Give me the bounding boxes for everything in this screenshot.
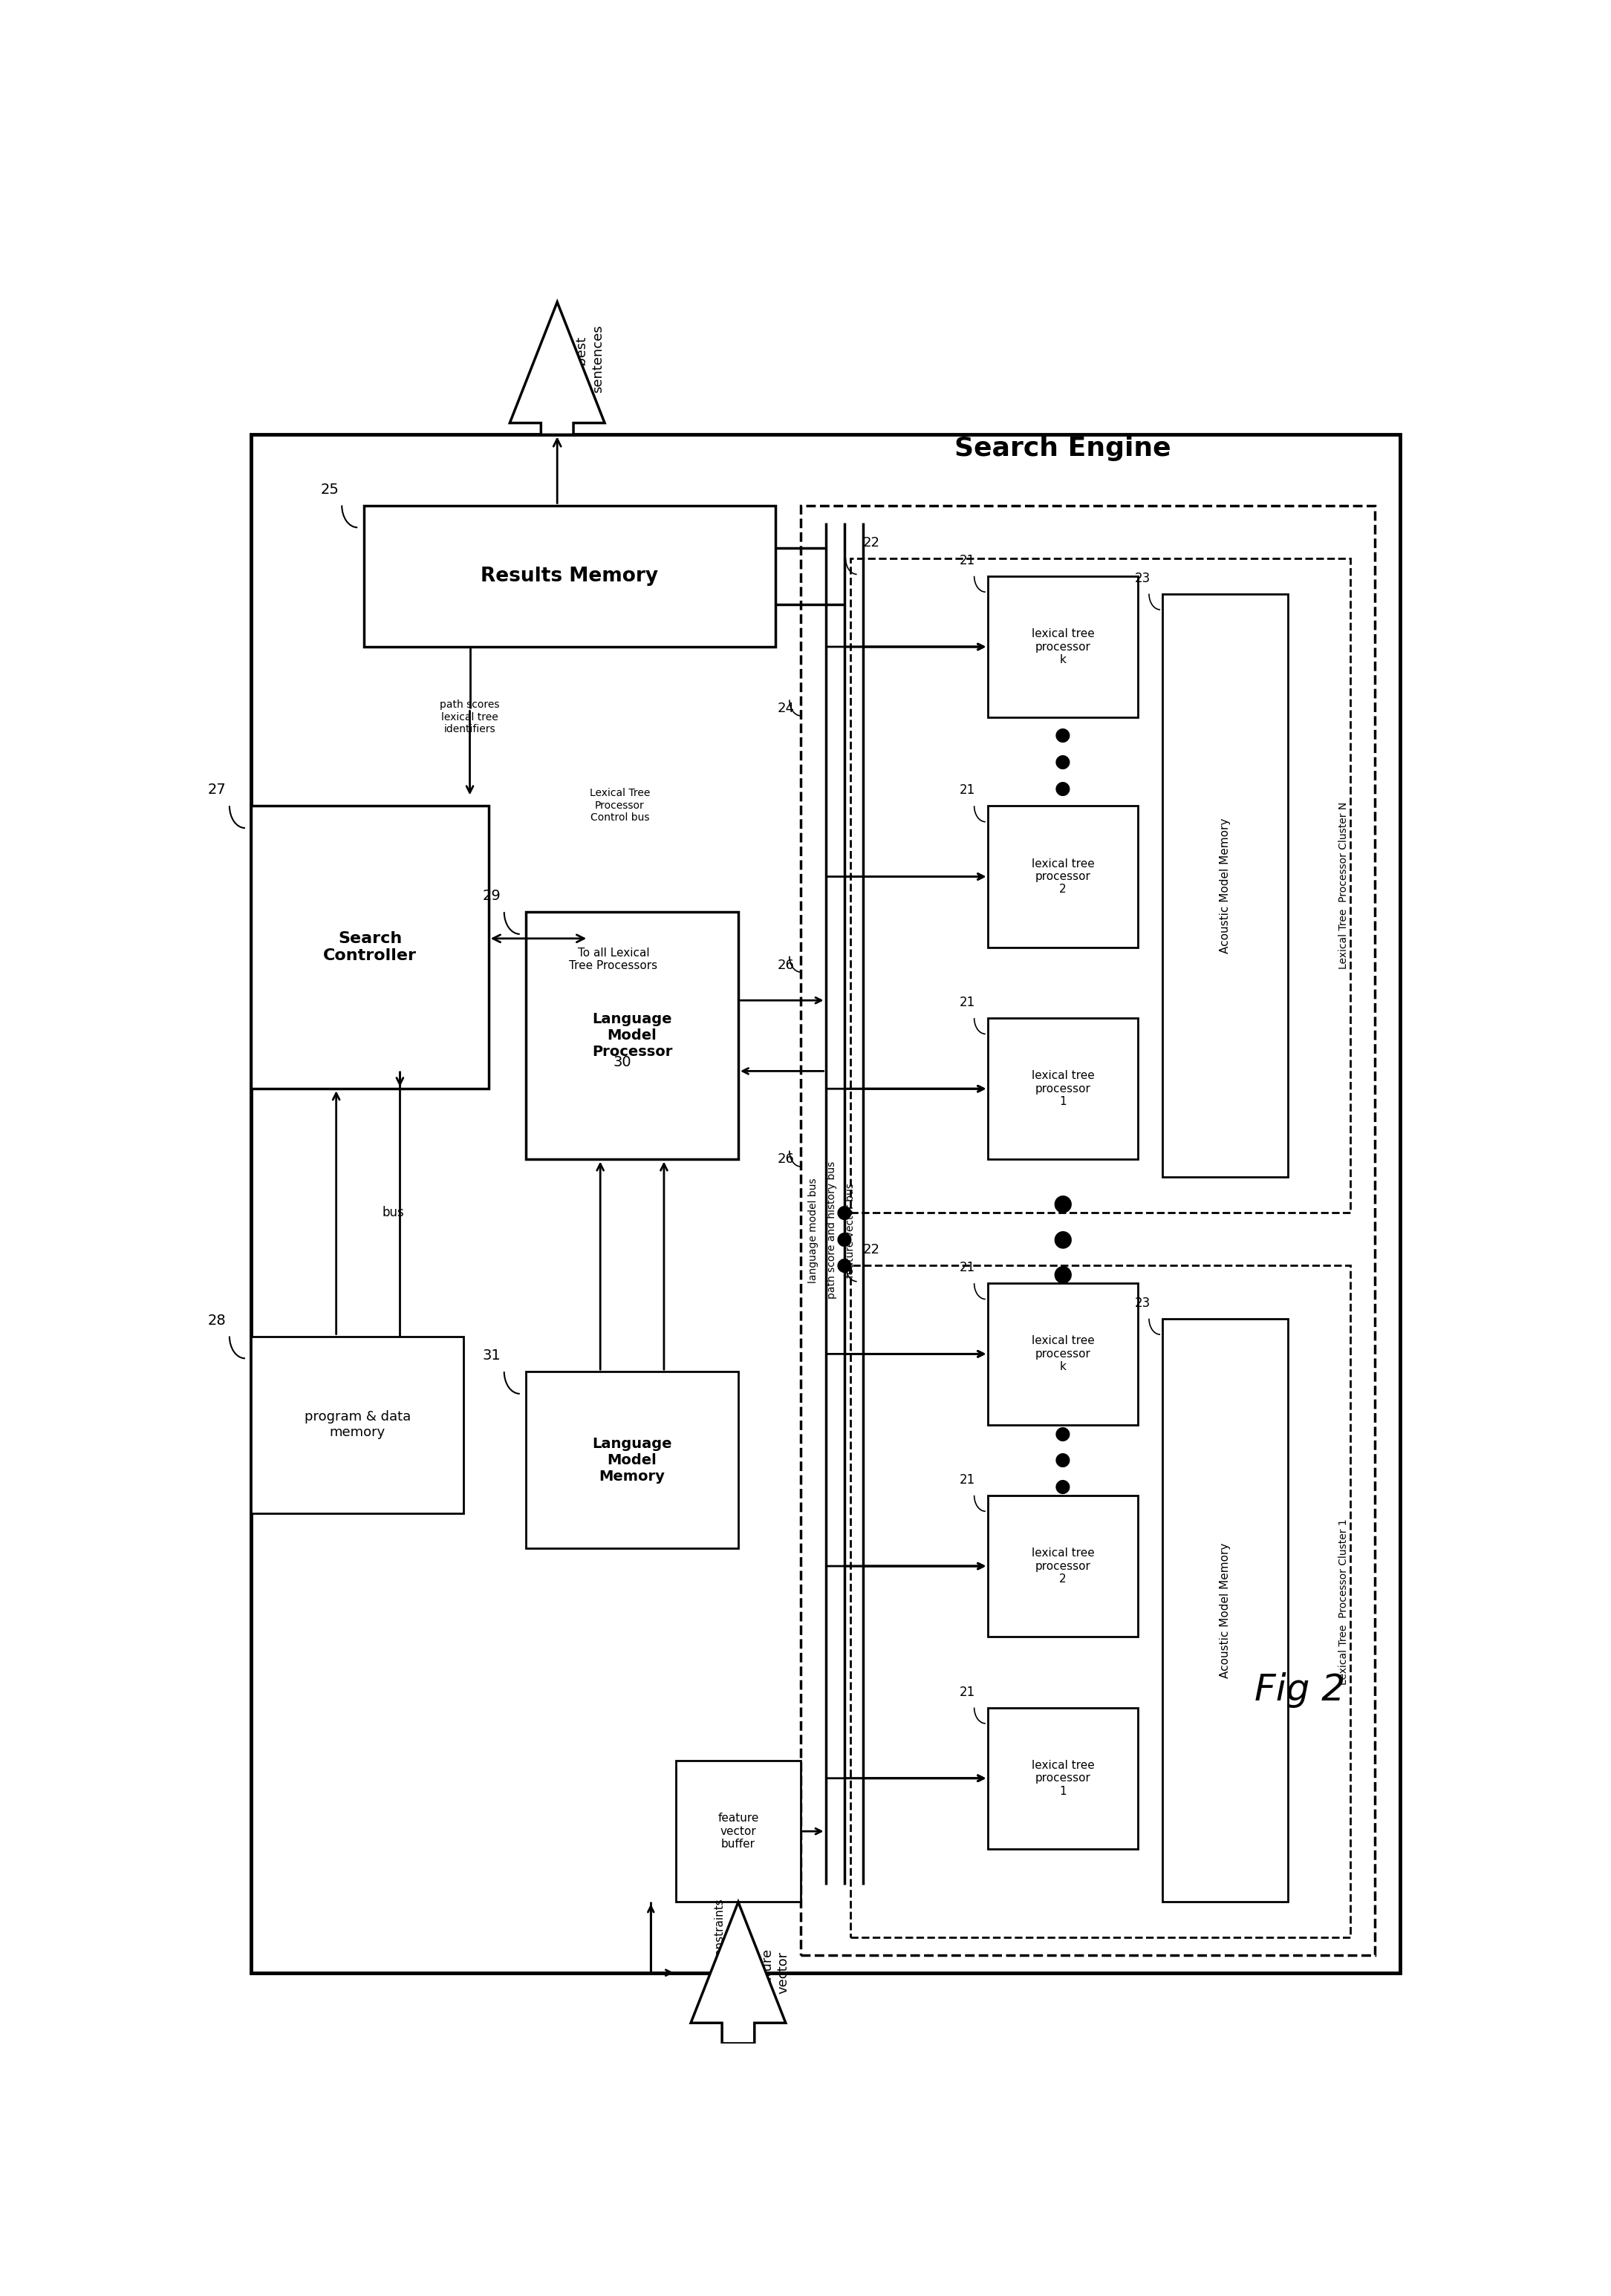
Text: To all Lexical
Tree Processors: To all Lexical Tree Processors [569,948,657,971]
Polygon shape [509,303,604,434]
Polygon shape [691,1901,786,2043]
Text: 21: 21 [960,1261,976,1274]
Text: ●: ● [1055,1424,1071,1442]
Text: lexical tree
processor
k: lexical tree processor k [1031,629,1094,666]
Bar [251,806,488,1088]
Text: ●: ● [1054,1228,1073,1249]
Text: ●: ● [1055,726,1071,744]
Bar [988,1283,1137,1424]
Text: Acoustic Model Memory: Acoustic Model Memory [1220,1543,1231,1678]
Bar [801,505,1376,1956]
Text: lexical tree
processor
k: lexical tree processor k [1031,1336,1094,1373]
Text: ●: ● [1055,1479,1071,1495]
Bar [364,505,777,647]
Text: 25: 25 [321,482,338,496]
Text: word constraints: word constraints [715,1899,725,1993]
Bar [988,576,1137,716]
Text: 28: 28 [208,1313,226,1327]
Text: 26: 26 [778,957,794,971]
Bar [251,1336,464,1513]
Text: 21: 21 [960,783,976,797]
Bar [988,1017,1137,1159]
Bar [525,912,738,1159]
Text: Results Memory: Results Memory [482,567,659,585]
Text: 27: 27 [208,783,226,797]
Text: ●: ● [1055,1451,1071,1469]
Text: Fig 2: Fig 2 [1255,1671,1345,1708]
Text: Language
Model
Processor: Language Model Processor [591,1013,672,1058]
Text: feature
vector: feature vector [760,1949,789,1998]
Text: 23: 23 [1134,1297,1150,1309]
Text: 21: 21 [960,1685,976,1699]
Bar [851,1265,1350,1938]
Text: 22: 22 [863,1244,880,1256]
Text: ●: ● [836,1256,852,1274]
Text: lexical tree
processor
1: lexical tree processor 1 [1031,1070,1094,1107]
Text: ●: ● [1055,778,1071,797]
Bar [525,1371,738,1548]
Text: 21: 21 [960,553,976,567]
Text: lexical tree
processor
1: lexical tree processor 1 [1031,1759,1094,1798]
Text: feature
vector
buffer: feature vector buffer [717,1814,759,1851]
Text: 31: 31 [483,1348,501,1364]
Text: Lexical Tree  Processor Cluster N: Lexical Tree Processor Cluster N [1339,801,1348,969]
Bar [988,1495,1137,1637]
Bar [988,806,1137,948]
Text: ●: ● [1055,753,1071,771]
Bar [677,1761,801,1901]
Bar [988,1708,1137,1848]
Text: ●: ● [1054,1263,1073,1286]
Text: Lexical Tree  Processor Cluster 1: Lexical Tree Processor Cluster 1 [1339,1518,1348,1685]
Text: 30: 30 [614,1056,632,1070]
Text: lexical tree
processor
2: lexical tree processor 2 [1031,1548,1094,1584]
Text: 23: 23 [1134,572,1150,585]
Text: lexical tree
processor
2: lexical tree processor 2 [1031,859,1094,895]
Text: ●: ● [836,1231,852,1249]
Text: Lexical Tree
Processor
Control bus: Lexical Tree Processor Control bus [590,788,649,822]
Bar [851,558,1350,1212]
Text: N best
sentences: N best sentences [577,324,604,393]
Text: 22: 22 [863,537,880,549]
Text: Search Engine: Search Engine [955,436,1171,461]
Text: bus: bus [382,1205,404,1219]
Text: 24: 24 [778,703,794,716]
Text: ●: ● [1054,1194,1073,1215]
Bar [1163,1318,1287,1901]
Text: ●: ● [836,1203,852,1221]
Text: program & data
memory: program & data memory [304,1410,411,1440]
Text: language model bus: language model bus [807,1178,818,1283]
Text: feature vector bus: feature vector bus [846,1182,855,1277]
Text: path scores
lexical tree
identifiers: path scores lexical tree identifiers [440,700,499,735]
Text: Language
Model
Memory: Language Model Memory [593,1437,672,1483]
Text: 21: 21 [960,1474,976,1486]
Bar [251,434,1400,1972]
Text: Search
Controller: Search Controller [324,932,417,964]
Text: 21: 21 [960,996,976,1010]
Text: Acoustic Model Memory: Acoustic Model Memory [1220,817,1231,953]
Bar [1163,595,1287,1178]
Text: 29: 29 [483,889,501,902]
Text: path score and history bus: path score and history bus [826,1162,836,1300]
Text: 26: 26 [778,1153,794,1166]
